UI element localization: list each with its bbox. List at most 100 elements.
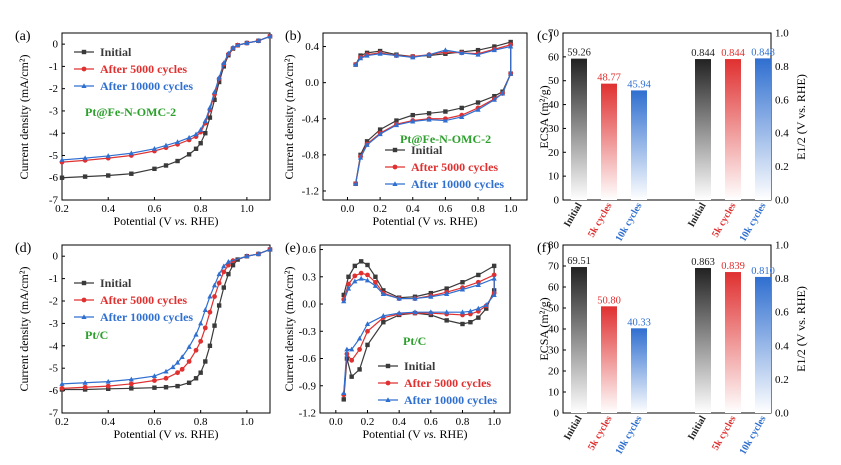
data-point: [349, 346, 355, 352]
data-point: [216, 280, 222, 286]
data-point: [380, 291, 386, 297]
data-point: [365, 262, 370, 268]
data-point: [186, 380, 192, 385]
y-axis-label: Current density (mA/cm²): [17, 267, 31, 392]
data-point: [212, 294, 217, 299]
data-point: [207, 293, 213, 299]
legend-entry: After 5000 cycles: [100, 62, 187, 76]
ecsa-data-label: 40.33: [627, 317, 651, 328]
y-tick-label: 0: [554, 408, 560, 420]
data-point: [198, 370, 203, 375]
data-point: [152, 166, 157, 172]
ecsa-bar: [601, 306, 617, 413]
data-point: [483, 302, 489, 307]
y-tick-label: -4: [49, 128, 59, 140]
y-tick-label-right: 0.0: [775, 408, 789, 420]
data-point: [207, 309, 213, 315]
data-point: [202, 325, 208, 331]
data-point: [491, 47, 497, 53]
data-point: [175, 383, 180, 389]
ecsa-data-label: 59.26: [567, 48, 591, 59]
x-tick-label: 0.0: [341, 203, 355, 215]
data-point: [459, 50, 465, 55]
x-tick-label: 0.8: [471, 203, 485, 215]
y-tick-label: -3: [49, 318, 59, 330]
y-tick-label: -7: [49, 195, 59, 207]
e-half-data-label: 0.848: [751, 47, 775, 58]
data-point: [475, 47, 481, 53]
x-tick-label: 0.6: [148, 203, 162, 215]
data-point: [349, 357, 355, 363]
data-point: [364, 277, 371, 283]
data-point: [426, 111, 432, 116]
panel-d: (d) 0.2 0.4 0.6 0.8 1.0 -7 -6 -5 -4 -3 -2 -1 0 Potenti…: [15, 241, 273, 441]
y-axis-label: Current density (mA/cm²): [282, 267, 296, 392]
y-tick-label: 80: [548, 240, 560, 252]
legend-marker: [81, 66, 87, 72]
legend-marker: [392, 181, 398, 186]
legend-marker: [392, 147, 398, 153]
data-point: [151, 145, 158, 151]
data-point: [151, 373, 158, 379]
data-point: [356, 335, 363, 341]
y-tick-label-right: 0.6: [775, 307, 789, 319]
y-tick-label: 70: [548, 261, 560, 273]
data-point: [396, 310, 402, 316]
x-axis-label-italic: vs.: [434, 214, 447, 228]
x-axis-label-part: Potential (V: [362, 427, 423, 441]
x-tick-label: 1.0: [240, 416, 254, 428]
x-axis-label: Potential (V vs. RHE): [113, 214, 218, 228]
y-tick-label: 60: [548, 51, 560, 63]
data-point: [255, 251, 262, 256]
data-point: [358, 270, 364, 276]
legend-entry: Initial: [411, 143, 443, 157]
y-tick-label: -0.9: [299, 380, 317, 392]
data-point: [460, 321, 465, 327]
category-label: 10k cycles: [614, 201, 645, 244]
data-point: [364, 52, 370, 58]
panel-a: (a) 0.2 0.4 0.6 0.8 1.0 -7 -6 -5 -4 -3 -2 -1 0 Potenti…: [15, 29, 273, 228]
y-tick-label: -1: [49, 273, 58, 285]
data-point: [186, 152, 192, 157]
category-label: 10k cycles: [614, 414, 645, 457]
data-point: [216, 74, 222, 80]
legend-entry: After 5000 cycles: [404, 376, 491, 390]
x-tick-label: 0.4: [101, 203, 115, 215]
x-axis-label-part: RHE): [188, 214, 219, 228]
plot-frame: [319, 244, 511, 414]
data-point: [152, 378, 157, 383]
data-point: [412, 309, 418, 315]
data-point: [198, 338, 204, 344]
data-point: [459, 309, 466, 315]
x-axis-label: Potential (V vs. RHE): [372, 214, 477, 228]
data-point: [198, 320, 204, 326]
panel-c: (c) 0 10 20 30 40 50 60 70 0.0 0.2 0.4 0.6 0.8 1.0 ECSA…: [537, 28, 808, 244]
data-point: [484, 306, 489, 311]
data-point: [410, 54, 416, 60]
data-point: [459, 114, 465, 119]
category-label: 10k cycles: [738, 201, 769, 244]
y-tick-label-right: 0.4: [775, 340, 789, 352]
e-half-bar: [695, 59, 711, 200]
data-point: [492, 44, 497, 49]
x-tick-label: 0.6: [148, 416, 162, 428]
data-point: [106, 173, 111, 178]
ecsa-bar: [601, 83, 617, 200]
y-tick-label-right: 0.2: [775, 161, 789, 173]
y-tick-label-right: 0.0: [775, 195, 789, 207]
data-point: [174, 359, 181, 365]
data-point: [221, 285, 226, 290]
x-tick-label: 0.6: [424, 416, 438, 428]
data-point: [255, 37, 262, 43]
data-point: [179, 366, 185, 372]
data-point: [225, 50, 231, 56]
ecsa-bar: [571, 267, 587, 413]
legend-entry: After 10000 cycles: [100, 310, 193, 324]
data-point: [207, 343, 213, 348]
data-point: [475, 305, 481, 311]
data-point: [442, 47, 448, 53]
y-tick-label: 0.6: [302, 244, 316, 256]
y-tick-label: 30: [548, 123, 560, 135]
data-point: [365, 328, 370, 334]
data-point: [459, 105, 464, 111]
